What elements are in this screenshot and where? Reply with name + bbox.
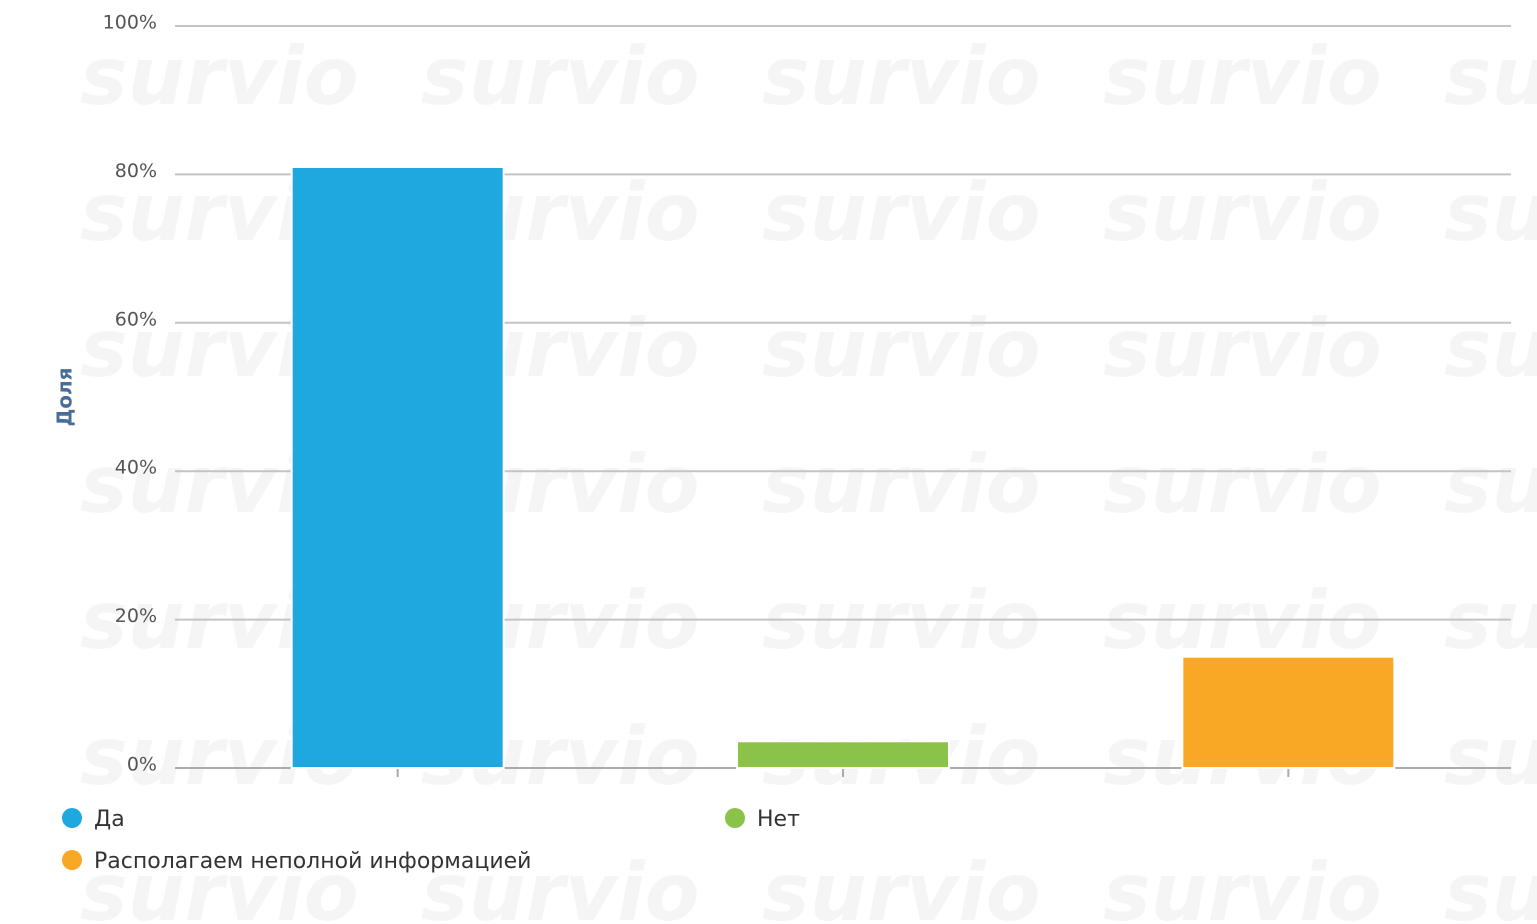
watermark: survio: [1444, 438, 1537, 531]
y-tick-label: 100%: [103, 12, 157, 34]
y-tick-label: 0%: [127, 754, 157, 776]
watermark: survio: [762, 438, 1041, 531]
watermark: survio: [1444, 846, 1537, 924]
watermark: survio: [762, 302, 1041, 395]
legend-label: Располагаем неполной информацией: [94, 849, 531, 874]
y-tick-label: 20%: [115, 605, 157, 627]
watermark: survio: [762, 30, 1041, 123]
legend-label: Да: [94, 807, 125, 832]
legend-label: Нет: [757, 807, 800, 832]
watermark: survio: [762, 166, 1041, 259]
y-tick-label: 40%: [115, 457, 157, 479]
y-tick-label: 60%: [115, 308, 157, 330]
watermark: survio: [1444, 166, 1537, 259]
watermark: survio: [1444, 302, 1537, 395]
watermark: survio: [1103, 166, 1382, 259]
watermark: survio: [1103, 30, 1382, 123]
y-axis-label: Доля: [53, 367, 77, 426]
bars: [290, 165, 1396, 770]
watermark: survio: [1103, 846, 1382, 924]
watermark: survio: [762, 846, 1041, 924]
y-tick-label: 80%: [115, 160, 157, 182]
bar: [290, 165, 505, 770]
watermark: survio: [80, 30, 359, 123]
bar: [1181, 655, 1396, 770]
watermark: survio: [1444, 710, 1537, 803]
legend-marker: [725, 808, 745, 828]
watermark: survio: [1444, 30, 1537, 123]
legend-marker: [62, 850, 82, 870]
watermark: survio: [1103, 438, 1382, 531]
watermark: survio: [1103, 302, 1382, 395]
watermark: survio: [421, 30, 700, 123]
bar: [736, 740, 950, 770]
legend-marker: [62, 808, 82, 828]
